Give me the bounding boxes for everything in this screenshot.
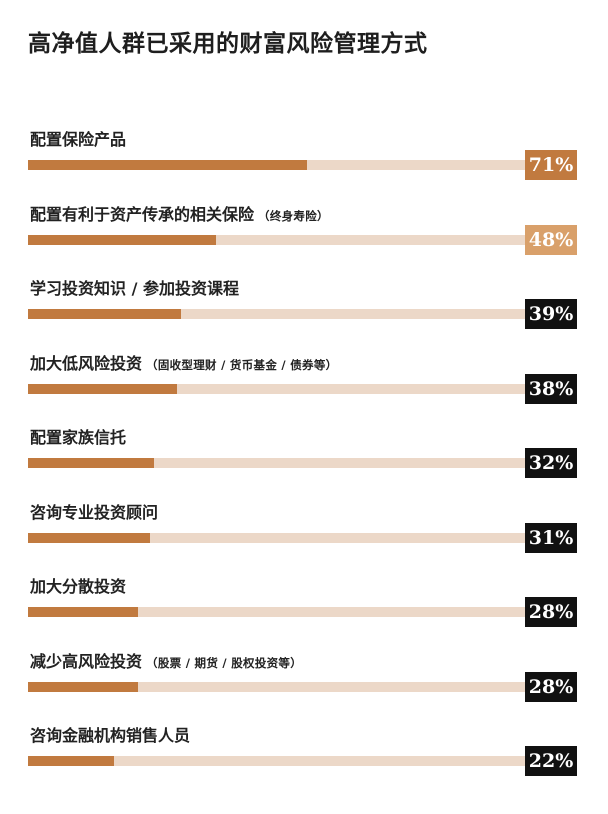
bar-track [28,309,525,319]
bar-row: 配置保险产品 71% [0,126,608,196]
bar-fill [28,383,178,394]
bar-fill [28,234,217,245]
bar-category-main: 咨询专业投资顾问 [30,502,159,522]
bar-category-label: 加大分散投资 [30,573,126,597]
bar-track [28,234,525,245]
bar-row: 咨询金融机构销售人员 22% [0,722,608,792]
bar-category-main: 学习投资知识 / 参加投资课程 [30,279,239,298]
bar-category-label: 咨询专业投资顾问 [30,499,158,523]
bar-row: 减少高风险投资 （股票 / 期货 / 股权投资等） 28% [0,648,608,718]
bar-value-label: 31% [525,522,577,553]
bar-fill [28,309,182,319]
bar-fill [28,681,138,692]
bar-value-label: 38% [525,373,577,404]
bar-category-label: 配置有利于资产传承的相关保险 （终身寿险） [30,201,329,225]
bar-row: 学习投资知识 / 参加投资课程 39% [0,275,608,345]
bar-value-label: 71% [525,150,577,180]
bar-row: 配置有利于资产传承的相关保险 （终身寿险） 48% [0,201,608,271]
bar-fill [28,607,138,617]
bar-track [28,160,525,170]
bar-track [28,756,525,766]
bar-fill [28,458,154,468]
bar-category-label: 咨询金融机构销售人员 [30,722,190,746]
bar-value-label: 48% [525,224,577,255]
bar-row: 加大低风险投资 （固收型理财 / 货币基金 / 债券等） 38% [0,350,608,420]
bar-track [28,681,525,692]
bar-category-label: 加大低风险投资 （固收型理财 / 货币基金 / 债券等） [30,350,337,374]
bar-value-label: 32% [525,448,577,478]
bar-fill [28,532,150,543]
bar-category-note: （股票 / 期货 / 股权投资等） [146,655,303,670]
bar-fill [28,160,307,170]
bar-value-label: 28% [525,597,577,627]
bar-category-label: 减少高风险投资 （股票 / 期货 / 股权投资等） [30,648,302,672]
bar-category-label: 学习投资知识 / 参加投资课程 [30,275,239,299]
chart-title: 高净值人群已采用的财富风险管理方式 [28,31,428,57]
bar-category-main: 配置有利于资产传承的相关保险 [30,204,255,224]
bar-category-note: （终身寿险） [258,208,329,223]
bar-value-label: 39% [525,299,577,329]
bar-value-label: 28% [525,671,577,702]
bar-category-main: 咨询金融机构销售人员 [30,726,191,745]
bar-category-main: 加大分散投资 [30,577,127,596]
bar-fill [28,756,115,766]
bar-row: 加大分散投资 28% [0,573,608,643]
bar-category-main: 配置保险产品 [30,130,127,149]
bar-track [28,532,525,543]
bar-track [28,458,525,468]
bar-track [28,607,525,617]
bar-row: 配置家族信托 32% [0,424,608,494]
bar-category-main: 加大低风险投资 [30,353,143,373]
bar-category-label: 配置家族信托 [30,424,126,448]
bar-row: 咨询专业投资顾问 31% [0,499,608,569]
bar-category-label: 配置保险产品 [30,126,126,150]
bar-category-note: （固收型理财 / 货币基金 / 债券等） [146,357,338,372]
bar-category-main: 减少高风险投资 [30,651,143,671]
bar-category-main: 配置家族信托 [30,428,127,447]
bar-track [28,383,525,394]
bar-value-label: 22% [525,746,577,776]
